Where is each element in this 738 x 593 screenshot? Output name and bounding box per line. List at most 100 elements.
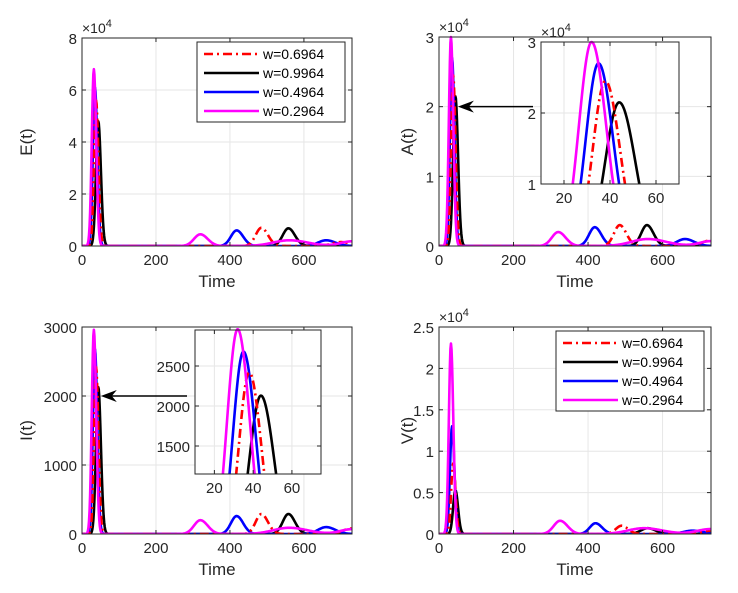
inset-series-line-w-0_9964 (246, 394, 278, 474)
axes-frame (81, 326, 353, 535)
y-tick-label: 2500 (157, 359, 190, 376)
legend-entry: w=0.4964 (204, 84, 324, 100)
y-tick-label: 8 (69, 31, 77, 48)
inset-axes: 20 40 60 1500 2000 2500 (157, 328, 322, 497)
exponent-power: 4 (565, 22, 571, 34)
zoom-arrow (457, 100, 533, 113)
x-tick-label: 40 (245, 480, 262, 497)
y-tick-label: 0 (69, 239, 77, 256)
legend-box (555, 330, 705, 412)
y-tick-label: 0 (69, 527, 77, 544)
inset-series-line-w-0_6964 (587, 79, 627, 184)
x-tick-label: 200 (501, 252, 526, 269)
legend-label: w=0.6964 (262, 46, 324, 62)
x-tick-label: 0 (435, 540, 443, 557)
y-tick-label: 1.5 (413, 403, 434, 420)
inset-series-line-w-0_9964 (600, 101, 641, 184)
legend-label: w=0.9964 (621, 354, 683, 370)
exponent-base: ×10 (82, 20, 106, 36)
y-tick-label: 1 (426, 169, 434, 186)
legend-entry: w=0.9964 (204, 65, 324, 81)
y-tick-label: 4 (69, 135, 77, 152)
axis-exponent-label: ×104 (439, 307, 469, 325)
inset-series-line-w-0_4964 (579, 62, 621, 184)
y-tick-label: 6 (69, 83, 77, 100)
x-tick-label: 600 (650, 252, 675, 269)
y-tick-label: 0 (426, 527, 434, 544)
x-axis-label: Time (198, 560, 235, 579)
legend: w=0.6964 w=0.9964 w=0.4964 w=0.2964 (555, 330, 705, 412)
legend-entry: w=0.2964 (204, 103, 324, 119)
y-tick-label: 1000 (44, 458, 77, 475)
series-line-w-0_2964 (82, 328, 352, 534)
y-tick-label: 1 (426, 444, 434, 461)
axis-exponent-label: ×104 (541, 22, 571, 40)
y-tick-label: 2000 (157, 399, 190, 416)
y-tick-label: 0.5 (413, 486, 434, 503)
x-tick-label: 20 (556, 190, 573, 207)
exponent-base: ×10 (439, 19, 463, 35)
exponent-base: ×10 (541, 24, 565, 40)
y-axis-label: A(t) (398, 128, 417, 155)
y-tick-label: 2 (426, 100, 434, 117)
x-tick-label: 40 (602, 190, 619, 207)
x-axis-label: Time (556, 560, 593, 579)
inset-frame (194, 329, 322, 475)
y-axis-label: E(t) (17, 128, 36, 155)
x-tick-label: 0 (78, 540, 86, 557)
legend-entry: w=0.4964 (563, 373, 683, 389)
legend-label: w=0.9964 (262, 65, 324, 81)
x-tick-label: 0 (78, 252, 86, 269)
y-tick-label: 2 (528, 106, 536, 123)
legend-label: w=0.4964 (262, 84, 324, 100)
zoom-arrow (100, 390, 187, 402)
legend: w=0.6964 w=0.9964 w=0.4964 w=0.2964 (196, 41, 346, 123)
y-tick-label: 3 (426, 30, 434, 47)
x-tick-label: 60 (648, 190, 665, 207)
exponent-power: 4 (463, 307, 469, 319)
axis-exponent-label: ×104 (439, 17, 469, 35)
inset-axes: 20 40 60 1 2 3 ×104 (528, 22, 680, 207)
y-axis-label: I(t) (17, 420, 36, 441)
legend-box (196, 41, 346, 123)
legend-label: w=0.2964 (262, 103, 324, 119)
exponent-power: 4 (463, 17, 469, 29)
x-tick-label: 0 (435, 252, 443, 269)
y-tick-label: 1500 (157, 439, 190, 456)
x-tick-label: 200 (143, 540, 168, 557)
exponent-power: 4 (106, 18, 112, 30)
y-tick-label: 2.5 (413, 320, 434, 337)
y-tick-label: 2 (69, 187, 77, 204)
legend-label: w=0.2964 (621, 392, 683, 408)
y-axis-label: V(t) (398, 417, 417, 444)
axes-frame (438, 36, 712, 247)
inset-series-group (221, 328, 278, 474)
y-tick-label: 2000 (44, 389, 77, 406)
x-axis-label: Time (198, 272, 235, 291)
y-tick-label: 3000 (44, 320, 77, 337)
inset-series-group (571, 40, 641, 184)
x-axis-label: Time (556, 272, 593, 291)
x-tick-label: 200 (143, 252, 168, 269)
x-tick-label: 400 (576, 540, 601, 557)
y-tick-label: 3 (528, 35, 536, 52)
inset-series-line-w-0_4964 (228, 350, 261, 474)
axes-frame (438, 326, 712, 535)
x-tick-label: 600 (291, 540, 316, 557)
legend-entry: w=0.9964 (563, 354, 683, 370)
legend-label: w=0.6964 (621, 335, 683, 351)
series-line-w-0_2964 (439, 342, 711, 534)
y-tick-label: 2 (426, 361, 434, 378)
arrow-head-icon (457, 100, 474, 113)
panel-E: 0 200 400 60002468×104TimeE(t)w=0.6964w=0.9… (17, 18, 353, 291)
inset-series-line-w-0_2964 (571, 40, 615, 184)
legend-label: w=0.4964 (621, 373, 683, 389)
x-tick-label: 600 (650, 540, 675, 557)
y-tick-label: 0 (426, 239, 434, 256)
x-tick-label: 200 (501, 540, 526, 557)
x-tick-label: 20 (206, 480, 223, 497)
axis-exponent-label: ×104 (82, 18, 112, 36)
series-line-w-0_2964 (439, 35, 711, 246)
